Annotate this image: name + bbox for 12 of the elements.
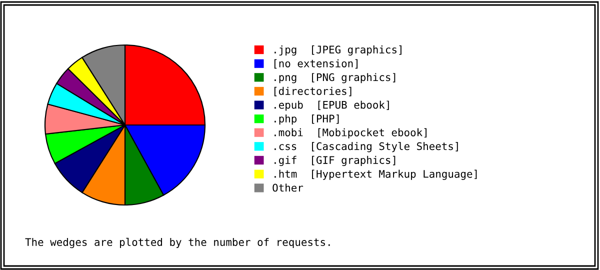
legend-label: .php [PHP] [274, 114, 339, 125]
legend-label: .css [Cascading Style Sheets] [274, 142, 458, 152]
legend-label: .epub [EPUB ebook] [274, 100, 389, 111]
legend-label: Other [272, 184, 304, 192]
legend-label: [no extension] [274, 59, 358, 69]
legend-label: [directories] [274, 86, 352, 96]
legend-label: .mobi [Mobipocket ebook] [274, 128, 427, 138]
text: The wedges are plotted by the number of requests. [25, 238, 330, 248]
legend-label: .gif [GIF graphics] [274, 156, 396, 166]
legend-label: .jpg [JPEG graphics] [274, 45, 402, 56]
legend-label: .htm [Hypertext Markup Language] [274, 170, 477, 180]
legend-label: .png [PNG graphics] [274, 73, 396, 84]
